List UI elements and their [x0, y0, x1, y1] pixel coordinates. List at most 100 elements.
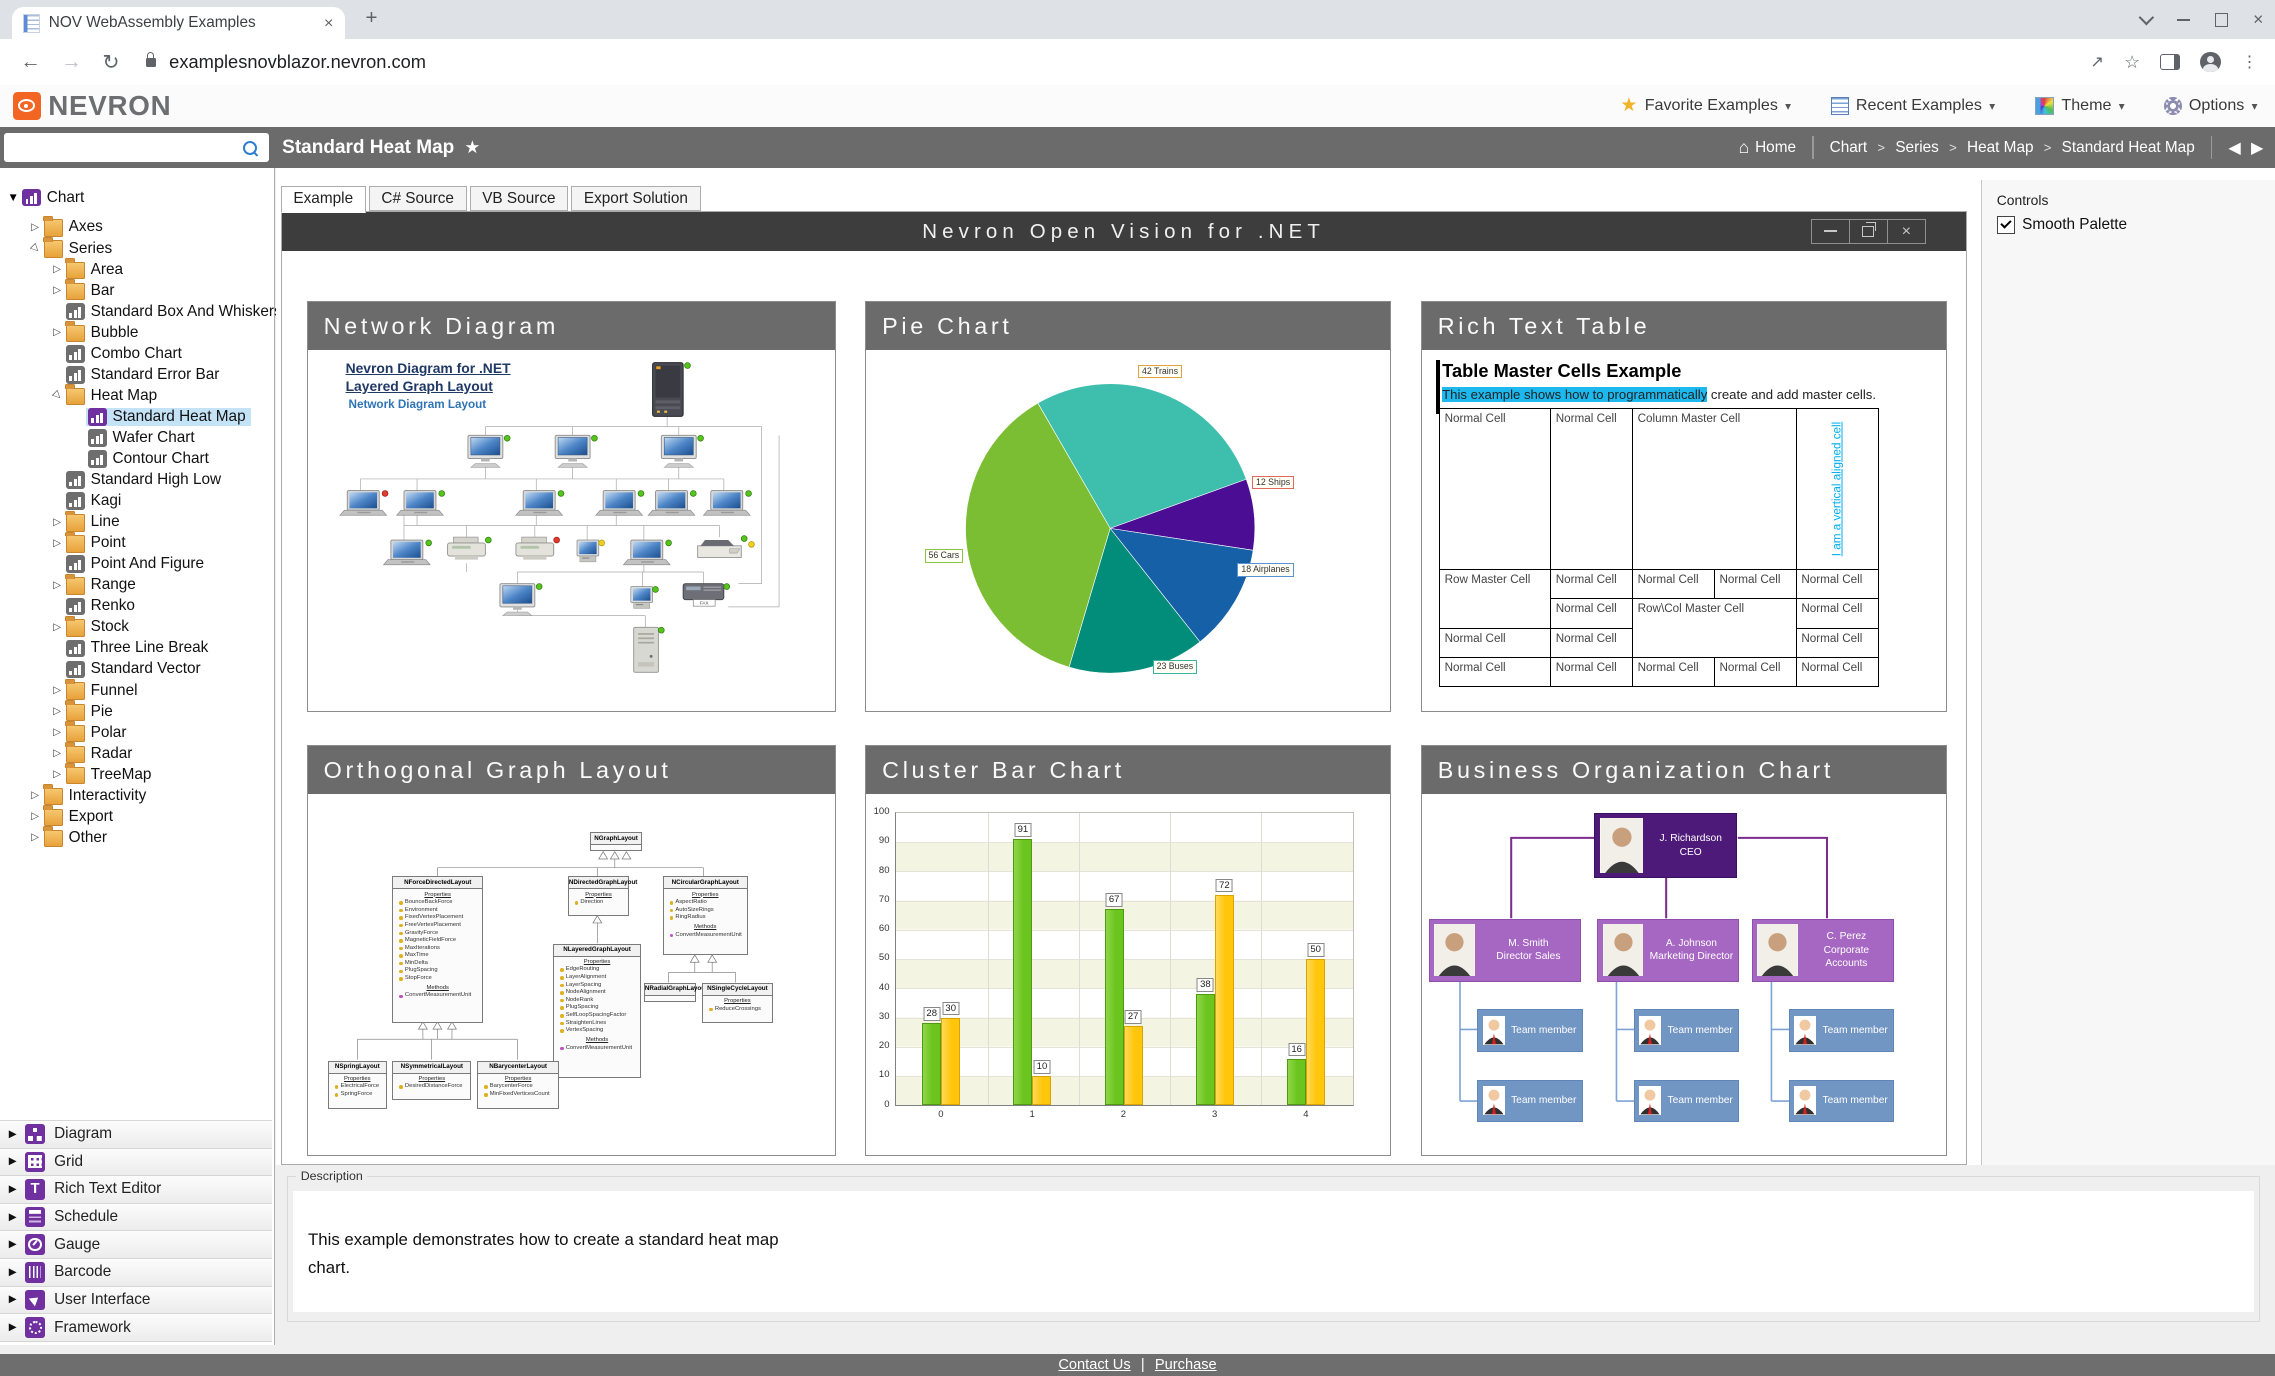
tree-item-kagi[interactable]: Kagi — [0, 491, 272, 512]
tree-item-combo-chart[interactable]: Combo Chart — [0, 343, 272, 364]
tree-item-renko[interactable]: Renko — [0, 596, 272, 617]
expand-arrow-icon[interactable]: ▷ — [53, 621, 61, 633]
tree-item-standard-high-low[interactable]: Standard High Low — [0, 470, 272, 491]
footer-link-purchase[interactable]: Purchase — [1154, 1356, 1217, 1373]
smooth-palette-checkbox[interactable] — [1996, 216, 2015, 235]
tree-item-point[interactable]: ▷ Point — [0, 531, 272, 554]
tree-item-three-line-break[interactable]: Three Line Break — [0, 638, 272, 659]
window-minimize-icon[interactable] — [2176, 18, 2190, 21]
sidebar-section-ui[interactable]: ▶ User Interface — [0, 1285, 273, 1314]
forward-icon[interactable]: → — [61, 50, 82, 74]
expand-arrow-icon[interactable]: ▷ — [53, 516, 61, 528]
expand-arrow-icon[interactable]: ▷ — [53, 537, 61, 549]
tree-item-area[interactable]: ▷ Area — [0, 258, 272, 280]
expand-arrow-icon[interactable]: ▷ — [53, 706, 61, 718]
tree-item-range[interactable]: ▷ Range — [0, 573, 272, 596]
breadcrumb-item-chart[interactable]: Chart — [1829, 138, 1868, 156]
expand-arrow-icon[interactable]: ▷ — [53, 748, 61, 760]
tree-item-interactivity[interactable]: ▷ Interactivity — [0, 784, 272, 806]
profile-avatar[interactable] — [2200, 51, 2221, 73]
expand-arrow-icon[interactable]: ▷ — [53, 727, 61, 739]
footer-link-contact-us[interactable]: Contact Us — [1058, 1356, 1131, 1373]
smooth-palette-option[interactable]: Smooth Palette — [1996, 216, 2275, 235]
bookmark-star-icon[interactable]: ☆ — [2124, 51, 2140, 72]
address-bar[interactable]: examplesnovblazor.nevron.com — [169, 51, 427, 73]
tree-item-standard-error-bar[interactable]: Standard Error Bar — [0, 364, 272, 385]
tree-item-treemap[interactable]: ▷ TreeMap — [0, 763, 272, 785]
tree-item-axes[interactable]: ▷ Axes — [0, 216, 272, 238]
menu-options[interactable]: Options ▾ — [2164, 96, 2257, 115]
tab-vb-source[interactable]: VB Source — [469, 185, 569, 212]
tree-item-bubble[interactable]: ▷ Bubble — [0, 321, 272, 343]
tree-item-point-and-figure[interactable]: Point And Figure — [0, 554, 272, 575]
tree-item-series[interactable]: ▷ Series — [0, 237, 272, 259]
breadcrumb-item-standard-heat-map[interactable]: Standard Heat Map — [2061, 138, 2195, 156]
tree-item-wafer-chart[interactable]: Wafer Chart — [0, 427, 272, 448]
tree-item-chart[interactable]: ▼ Chart — [0, 187, 272, 208]
sidebar-section-richtext[interactable]: ▶ T Rich Text Editor — [0, 1175, 273, 1203]
expand-arrow-icon[interactable]: ▷ — [31, 811, 39, 823]
share-icon[interactable]: ↗ — [2090, 53, 2104, 72]
expand-arrow-icon[interactable]: ▷ — [31, 221, 39, 233]
search-box[interactable] — [4, 133, 269, 163]
sidebar-section-gauge[interactable]: ▶ Gauge — [0, 1230, 273, 1258]
menu-recent[interactable]: Recent Examples ▾ — [1830, 96, 1995, 116]
tab-example[interactable]: Example — [280, 185, 366, 213]
tree-item-standard-box-and-whiskers[interactable]: Standard Box And Whiskers — [0, 301, 282, 322]
prev-example-icon[interactable]: ◀ — [2228, 138, 2241, 157]
expand-arrow-icon[interactable]: ▷ — [53, 685, 61, 696]
expand-arrow-icon[interactable]: ▷ — [53, 769, 61, 781]
tree-item-standard-heat-map[interactable]: Standard Heat Map — [0, 406, 272, 427]
example-minimize-button[interactable] — [1810, 218, 1851, 244]
tree-item-bar[interactable]: ▷ Bar — [0, 279, 272, 301]
breadcrumb-item-heat-map[interactable]: Heat Map — [1966, 138, 2034, 156]
window-close-icon[interactable]: × — [2253, 9, 2264, 30]
tree-item-funnel[interactable]: ▷ Funnel — [0, 679, 272, 701]
browser-tab[interactable]: NOV WebAssembly Examples × — [11, 7, 346, 40]
tree-item-export[interactable]: ▷ Export — [0, 805, 272, 827]
search-input[interactable] — [4, 138, 244, 158]
tree-item-other[interactable]: ▷ Other — [0, 826, 272, 848]
tree-item-radar[interactable]: ▷ Radar — [0, 742, 272, 764]
tree-item-contour-chart[interactable]: Contour Chart — [0, 448, 272, 469]
tree-item-stock[interactable]: ▷ Stock — [0, 615, 272, 638]
sidebar-section-schedule[interactable]: ▶ Schedule — [0, 1202, 273, 1231]
expand-arrow-icon[interactable]: ▷ — [53, 264, 61, 276]
example-close-button[interactable]: × — [1886, 218, 1927, 244]
tab-search-icon[interactable] — [2138, 9, 2154, 26]
expand-arrow-icon[interactable]: ▷ — [31, 832, 39, 844]
tab-c-source[interactable]: C# Source — [368, 185, 467, 212]
side-panel-icon[interactable] — [2160, 53, 2180, 71]
sidebar-section-diagram[interactable]: ▶ Diagram — [0, 1119, 273, 1148]
tree-item-standard-vector[interactable]: Standard Vector — [0, 659, 272, 680]
expand-arrow-icon[interactable]: ▼ — [7, 191, 19, 205]
tree-item-line[interactable]: ▷ Line — [0, 510, 272, 533]
favorite-star-icon[interactable]: ★ — [464, 137, 481, 158]
tree-item-pie[interactable]: ▷ Pie — [0, 700, 272, 722]
reload-icon[interactable]: ↻ — [102, 50, 120, 74]
tree-item-heat-map[interactable]: ▷ Heat Map — [0, 384, 272, 406]
search-icon[interactable] — [243, 140, 258, 155]
back-icon[interactable]: ← — [20, 50, 41, 74]
tree-item-polar[interactable]: ▷ Polar — [0, 721, 272, 743]
sidebar-section-grid[interactable]: ▶ Grid — [0, 1147, 273, 1176]
sidebar-section-barcode[interactable]: ▶ Barcode — [0, 1258, 273, 1286]
next-example-icon[interactable]: ▶ — [2250, 138, 2264, 157]
new-tab-button[interactable]: + — [365, 5, 378, 29]
menu-favorites[interactable]: ★ Favorite Examples ▾ — [1620, 94, 1791, 117]
expand-arrow-icon[interactable]: ▷ — [31, 790, 39, 802]
breadcrumb-item-series[interactable]: Series — [1895, 138, 1939, 156]
lock-icon[interactable] — [145, 52, 156, 67]
expand-arrow-icon[interactable]: ▷ — [53, 285, 61, 297]
sidebar-section-framework[interactable]: ▶ Framework — [0, 1313, 273, 1342]
example-restore-button[interactable] — [1848, 218, 1889, 244]
breadcrumb-home[interactable]: ⌂ Home — [1738, 137, 1797, 158]
tab-close-icon[interactable]: × — [323, 13, 334, 32]
browser-menu-icon[interactable]: ⋮ — [2241, 53, 2258, 72]
menu-theme[interactable]: Theme ▾ — [2034, 96, 2125, 116]
expand-arrow-icon[interactable]: ▷ — [53, 327, 61, 339]
expand-arrow-icon[interactable]: ▷ — [53, 579, 61, 591]
window-maximize-icon[interactable] — [2214, 12, 2229, 27]
tab-export-solution[interactable]: Export Solution — [571, 185, 701, 212]
